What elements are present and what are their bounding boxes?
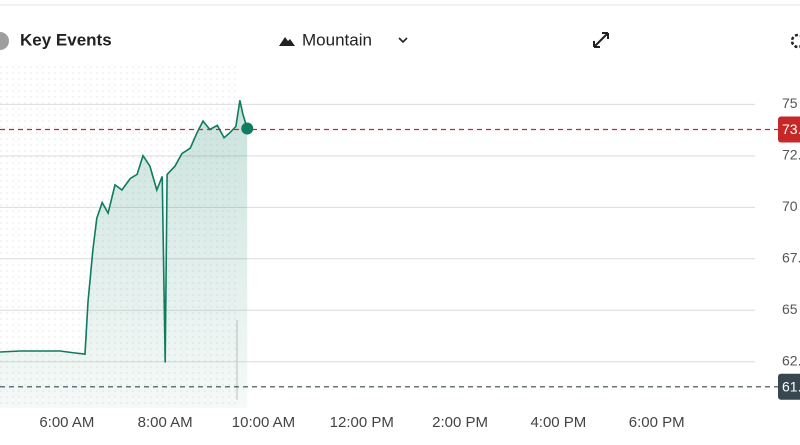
key-events-label[interactable]: Key Events: [20, 30, 112, 49]
x-tick-label: 6:00 AM: [39, 414, 94, 431]
y-tick-label: 65: [782, 301, 798, 317]
x-tick-label: 10:00 AM: [232, 414, 295, 431]
price-line: [0, 100, 248, 363]
expand-icon[interactable]: [593, 32, 609, 48]
x-tick-label: 8:00 AM: [138, 414, 193, 431]
x-tick-label: 2:00 PM: [432, 414, 488, 431]
current-price-label: 73.78: [782, 121, 800, 137]
previous-close-label: 61.28: [782, 379, 800, 395]
mountain-icon[interactable]: [279, 37, 295, 46]
chart-style-label[interactable]: Mountain: [302, 30, 372, 49]
y-tick-label: 72.5: [782, 147, 800, 163]
y-tick-label: 67.5: [782, 249, 800, 265]
settings-icon[interactable]: [790, 33, 800, 49]
key-events-toggle[interactable]: [0, 32, 9, 50]
x-tick-label: 6:00 PM: [629, 414, 685, 431]
x-tick-label: 12:00 PM: [330, 414, 394, 431]
x-tick-label: 4:00 PM: [530, 414, 586, 431]
y-tick-label: 75: [782, 95, 798, 111]
previous-close-badge: [778, 373, 800, 400]
y-tick-label: 62.5: [782, 352, 800, 368]
y-tick-label: 70: [782, 198, 798, 214]
current-price-badge: [778, 116, 800, 143]
chevron[interactable]: [398, 37, 408, 44]
area-fill: [0, 100, 248, 409]
last-point: [241, 122, 254, 135]
